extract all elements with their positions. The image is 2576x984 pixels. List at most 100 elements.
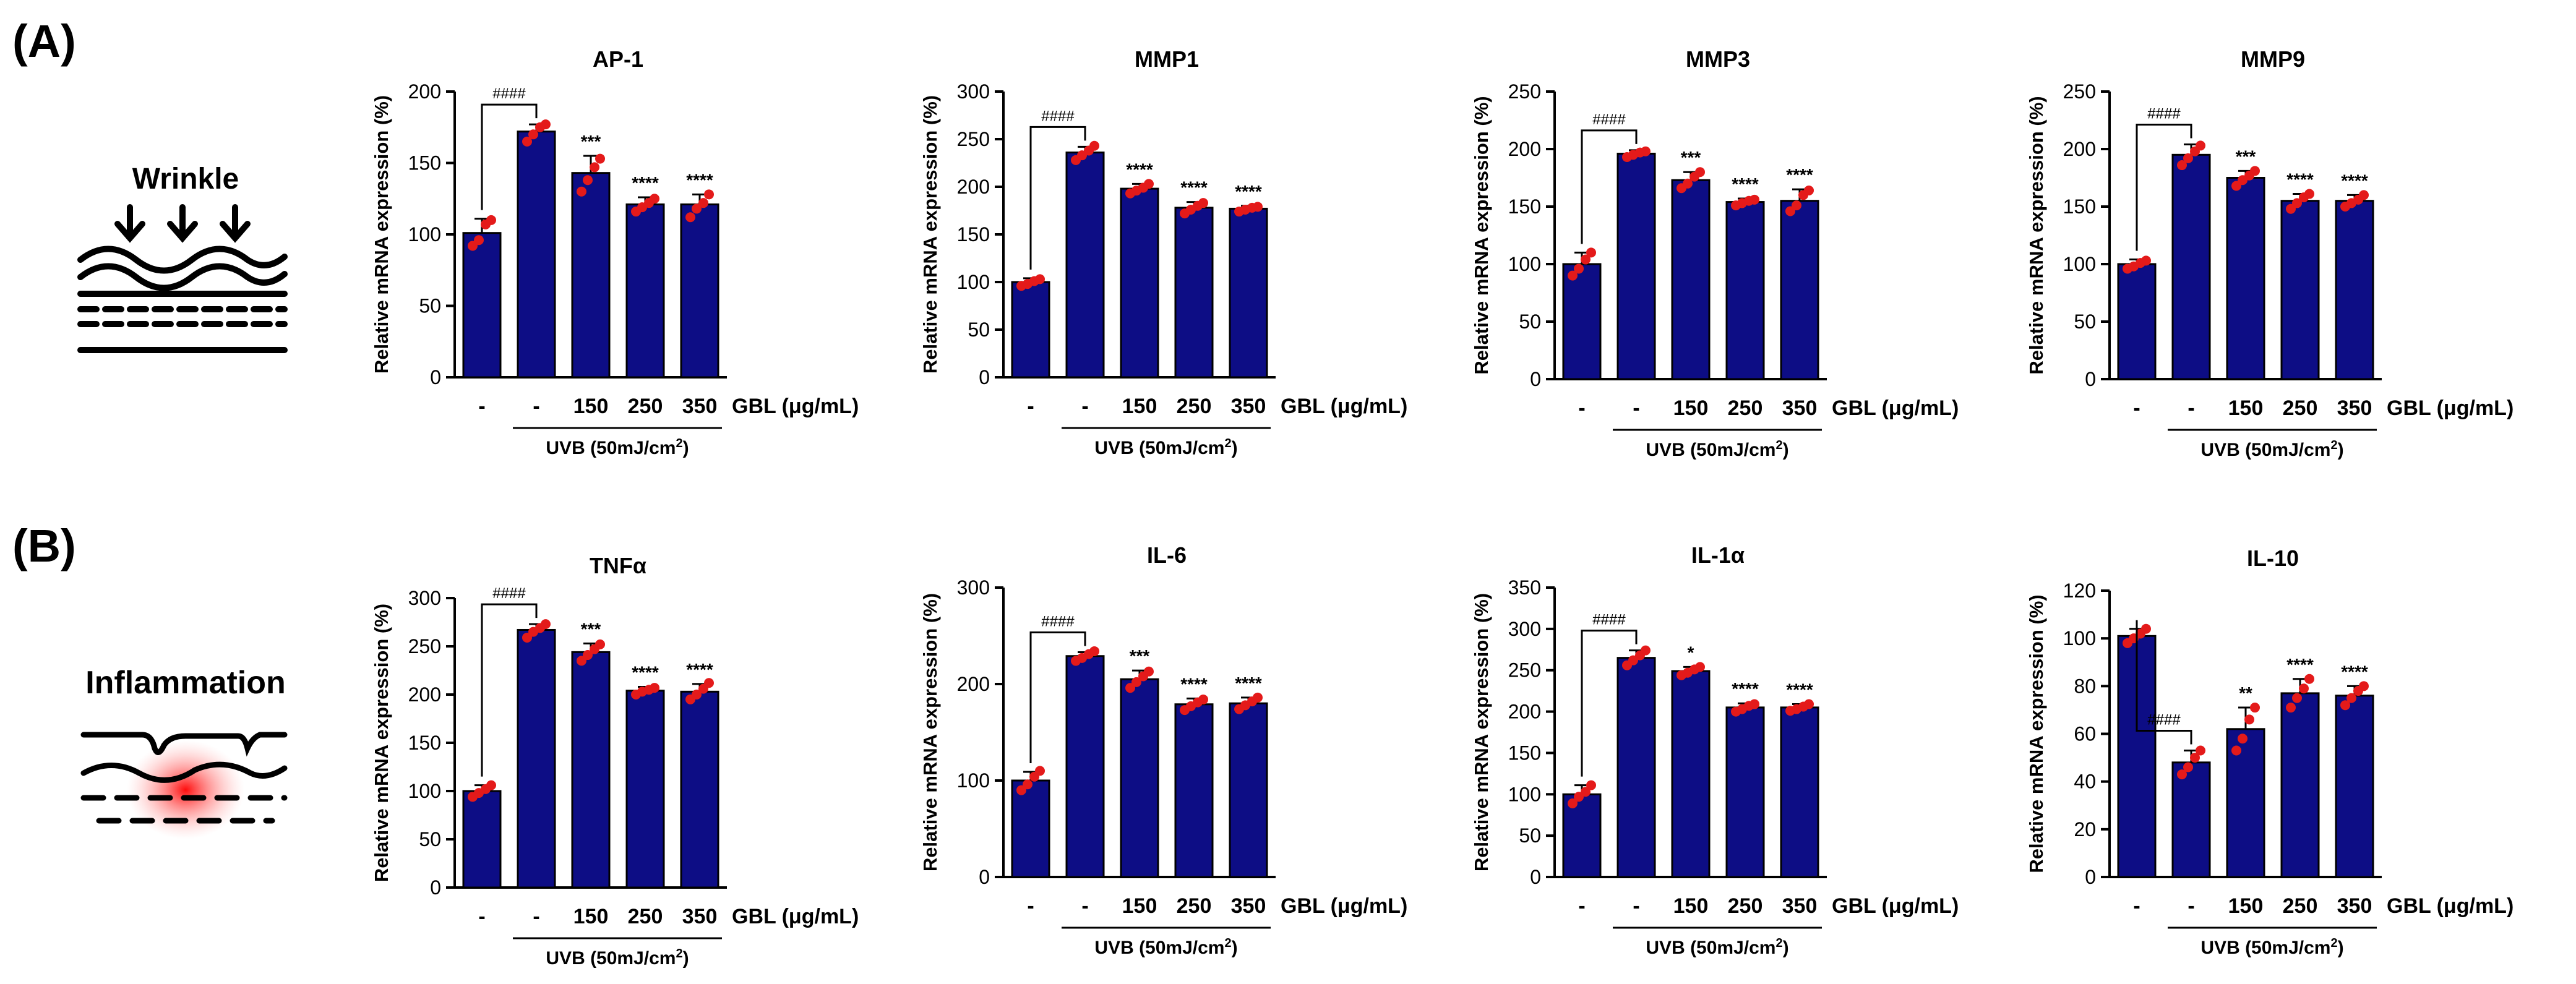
significance-label: **** bbox=[2341, 662, 2368, 681]
gbl-label: GBL (μg/mL) bbox=[732, 395, 859, 418]
bar bbox=[1065, 655, 1105, 878]
y-axis-label: Relative mRNA expression (%) bbox=[919, 95, 941, 374]
chart-8: IL-10 0 20 40 60 80 100 120 Relative mRNA expres… bbox=[2025, 545, 2514, 958]
data-point bbox=[2292, 693, 2302, 703]
data-point bbox=[1144, 179, 1154, 189]
x-tick-label: 250 bbox=[2283, 894, 2318, 918]
bar bbox=[1562, 793, 1602, 878]
y-tick-label: 300 bbox=[957, 80, 990, 103]
bar bbox=[680, 203, 719, 379]
y-tick-label: 100 bbox=[957, 271, 990, 293]
bar bbox=[1780, 706, 1819, 878]
data-point bbox=[2183, 762, 2193, 772]
y-axis-label: Relative mRNA expression (%) bbox=[2025, 594, 2047, 873]
significance-bracket bbox=[1029, 631, 1086, 763]
significance-label: **** bbox=[1732, 174, 1759, 194]
significance-label: #### bbox=[2147, 106, 2181, 122]
y-tick-label: 0 bbox=[2085, 368, 2096, 390]
data-point bbox=[577, 656, 586, 666]
bar bbox=[625, 690, 665, 889]
data-point bbox=[704, 678, 714, 688]
y-tick-label: 250 bbox=[957, 128, 990, 150]
wrinkle-label: Wrinkle bbox=[132, 163, 239, 195]
significance-label: *** bbox=[581, 132, 601, 151]
data-point bbox=[2292, 198, 2302, 208]
data-point bbox=[1144, 666, 1154, 677]
y-tick-label: 350 bbox=[1508, 576, 1541, 599]
chart-title: MMP1 bbox=[1135, 46, 1199, 72]
data-point bbox=[583, 175, 593, 186]
bar bbox=[2171, 761, 2211, 878]
x-tick-label: - bbox=[533, 905, 539, 928]
data-point bbox=[1750, 699, 1759, 709]
bar bbox=[517, 130, 556, 379]
uvb-label: UVB (50mJ/cm2) bbox=[1094, 936, 1237, 958]
data-point bbox=[1641, 146, 1651, 156]
data-point bbox=[2340, 700, 2350, 711]
bar bbox=[1120, 678, 1159, 878]
data-point bbox=[1628, 655, 1638, 665]
data-point bbox=[1574, 792, 1584, 802]
x-tick-label: - bbox=[1633, 894, 1639, 918]
y-axis-label: Relative mRNA expression (%) bbox=[371, 604, 392, 882]
significance-label: *** bbox=[2236, 147, 2256, 166]
data-point bbox=[1089, 646, 1099, 656]
data-point bbox=[2141, 255, 2151, 266]
data-point bbox=[2346, 693, 2356, 703]
y-tick-label: 0 bbox=[1530, 866, 1541, 888]
x-tick-label: 150 bbox=[573, 905, 609, 928]
x-tick-label: 150 bbox=[1673, 396, 1709, 420]
significance-bracket bbox=[481, 603, 538, 777]
y-tick-label: 200 bbox=[408, 683, 441, 706]
significance-label: #### bbox=[492, 85, 526, 102]
chart-3: MMP3 0 50 100 150 200 250 Relative mRNA express… bbox=[1470, 46, 1959, 460]
bar bbox=[1562, 263, 1602, 380]
x-tick-label: 250 bbox=[628, 395, 663, 418]
data-point bbox=[1198, 198, 1208, 208]
data-point bbox=[1695, 167, 1705, 178]
data-point bbox=[2231, 745, 2241, 756]
y-tick-label: 200 bbox=[2063, 138, 2096, 160]
data-point bbox=[650, 194, 659, 204]
significance-label: **** bbox=[1235, 182, 1262, 201]
chart-title: IL-1α bbox=[1691, 542, 1745, 568]
bar bbox=[2280, 200, 2320, 380]
gbl-label: GBL (μg/mL) bbox=[2387, 396, 2514, 420]
significance-bracket bbox=[2136, 620, 2192, 745]
chart-title: TNFα bbox=[590, 553, 646, 578]
x-tick-label: 250 bbox=[1728, 894, 1763, 918]
significance-label: **** bbox=[1126, 160, 1153, 179]
data-point bbox=[2177, 160, 2187, 171]
data-point bbox=[486, 780, 496, 790]
y-tick-label: 150 bbox=[2063, 195, 2096, 218]
data-point bbox=[2183, 153, 2193, 163]
y-tick-label: 300 bbox=[408, 587, 441, 609]
y-tick-label: 0 bbox=[979, 866, 990, 888]
bar bbox=[517, 628, 556, 889]
y-tick-label: 0 bbox=[1530, 368, 1541, 390]
x-tick-label: 350 bbox=[1231, 894, 1266, 918]
data-point bbox=[1695, 662, 1705, 672]
y-tick-label: 300 bbox=[957, 576, 990, 599]
data-point bbox=[595, 153, 605, 164]
y-axis-label: Relative mRNA expression (%) bbox=[1470, 96, 1492, 374]
data-point bbox=[595, 639, 605, 649]
y-tick-label: 100 bbox=[957, 769, 990, 792]
significance-bracket bbox=[2136, 124, 2192, 251]
bar bbox=[462, 790, 502, 889]
bar bbox=[1065, 152, 1105, 379]
bar bbox=[1174, 207, 1214, 379]
x-tick-label: 250 bbox=[1728, 396, 1763, 420]
chart-5: TNFα 0 50 100 150 200 250 300 Relative mRNA expr… bbox=[371, 553, 859, 969]
y-tick-label: 40 bbox=[2074, 771, 2096, 793]
chart-title: MMP9 bbox=[2241, 46, 2305, 72]
gbl-label: GBL (μg/mL) bbox=[1832, 894, 1959, 918]
inflammation-illustration bbox=[80, 732, 288, 839]
data-point bbox=[2196, 745, 2205, 756]
bar bbox=[571, 651, 611, 889]
significance-bracket bbox=[1581, 630, 1638, 777]
bar bbox=[1174, 703, 1214, 878]
uvb-label: UVB (50mJ/cm2) bbox=[546, 947, 689, 969]
data-point bbox=[2286, 203, 2296, 214]
bar bbox=[2280, 692, 2320, 878]
